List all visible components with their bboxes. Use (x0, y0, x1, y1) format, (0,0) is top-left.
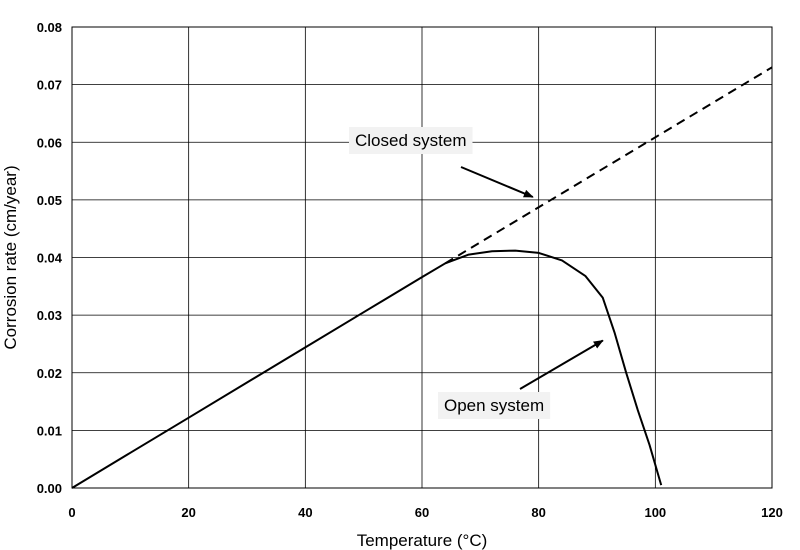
x-tick-label: 20 (181, 505, 195, 520)
open-system-annotation: Open system (438, 339, 604, 419)
x-tick-label: 60 (415, 505, 429, 520)
annotation-label: Closed system (355, 131, 466, 150)
closed-system-line (444, 66, 773, 265)
y-tick-label: 0.03 (37, 308, 62, 323)
x-tick-label: 100 (644, 505, 666, 520)
gridlines (71, 26, 773, 489)
x-tick-label: 80 (531, 505, 545, 520)
y-tick-label: 0.07 (37, 78, 62, 93)
annotation-label-bg (349, 127, 473, 154)
annotation-arrow (460, 166, 534, 198)
closed-system-annotation: Closed system (349, 127, 534, 198)
annotation-arrow (519, 339, 604, 390)
x-tick-label: 120 (761, 505, 783, 520)
y-tick-label: 0.05 (37, 193, 62, 208)
y-tick-label: 0.04 (37, 251, 63, 266)
plot-area (71, 26, 773, 489)
y-axis-title: Corrosion rate (cm/year) (1, 165, 20, 349)
y-tick-label: 0.00 (37, 481, 62, 496)
y-tick-label: 0.01 (37, 423, 62, 438)
y-tick-label: 0.06 (37, 135, 62, 150)
ticks-layer: 0 20 40 60 80 100 120 0.00 0.01 0.02 0.03 0.04 0.05 0… (37, 20, 783, 520)
annotation-label: Open system (444, 396, 544, 415)
y-tick-label: 0.02 (37, 366, 62, 381)
annotation-label-bg (438, 392, 551, 419)
x-axis-title: Temperature (°C) (357, 531, 488, 550)
x-tick-label: 0 (68, 505, 75, 520)
open-system-line (71, 249, 663, 489)
x-tick-label: 40 (298, 505, 312, 520)
annotations-layer: Closed system Open system (349, 127, 604, 419)
y-tick-label: 0.08 (37, 20, 62, 35)
series-layer (71, 66, 773, 489)
